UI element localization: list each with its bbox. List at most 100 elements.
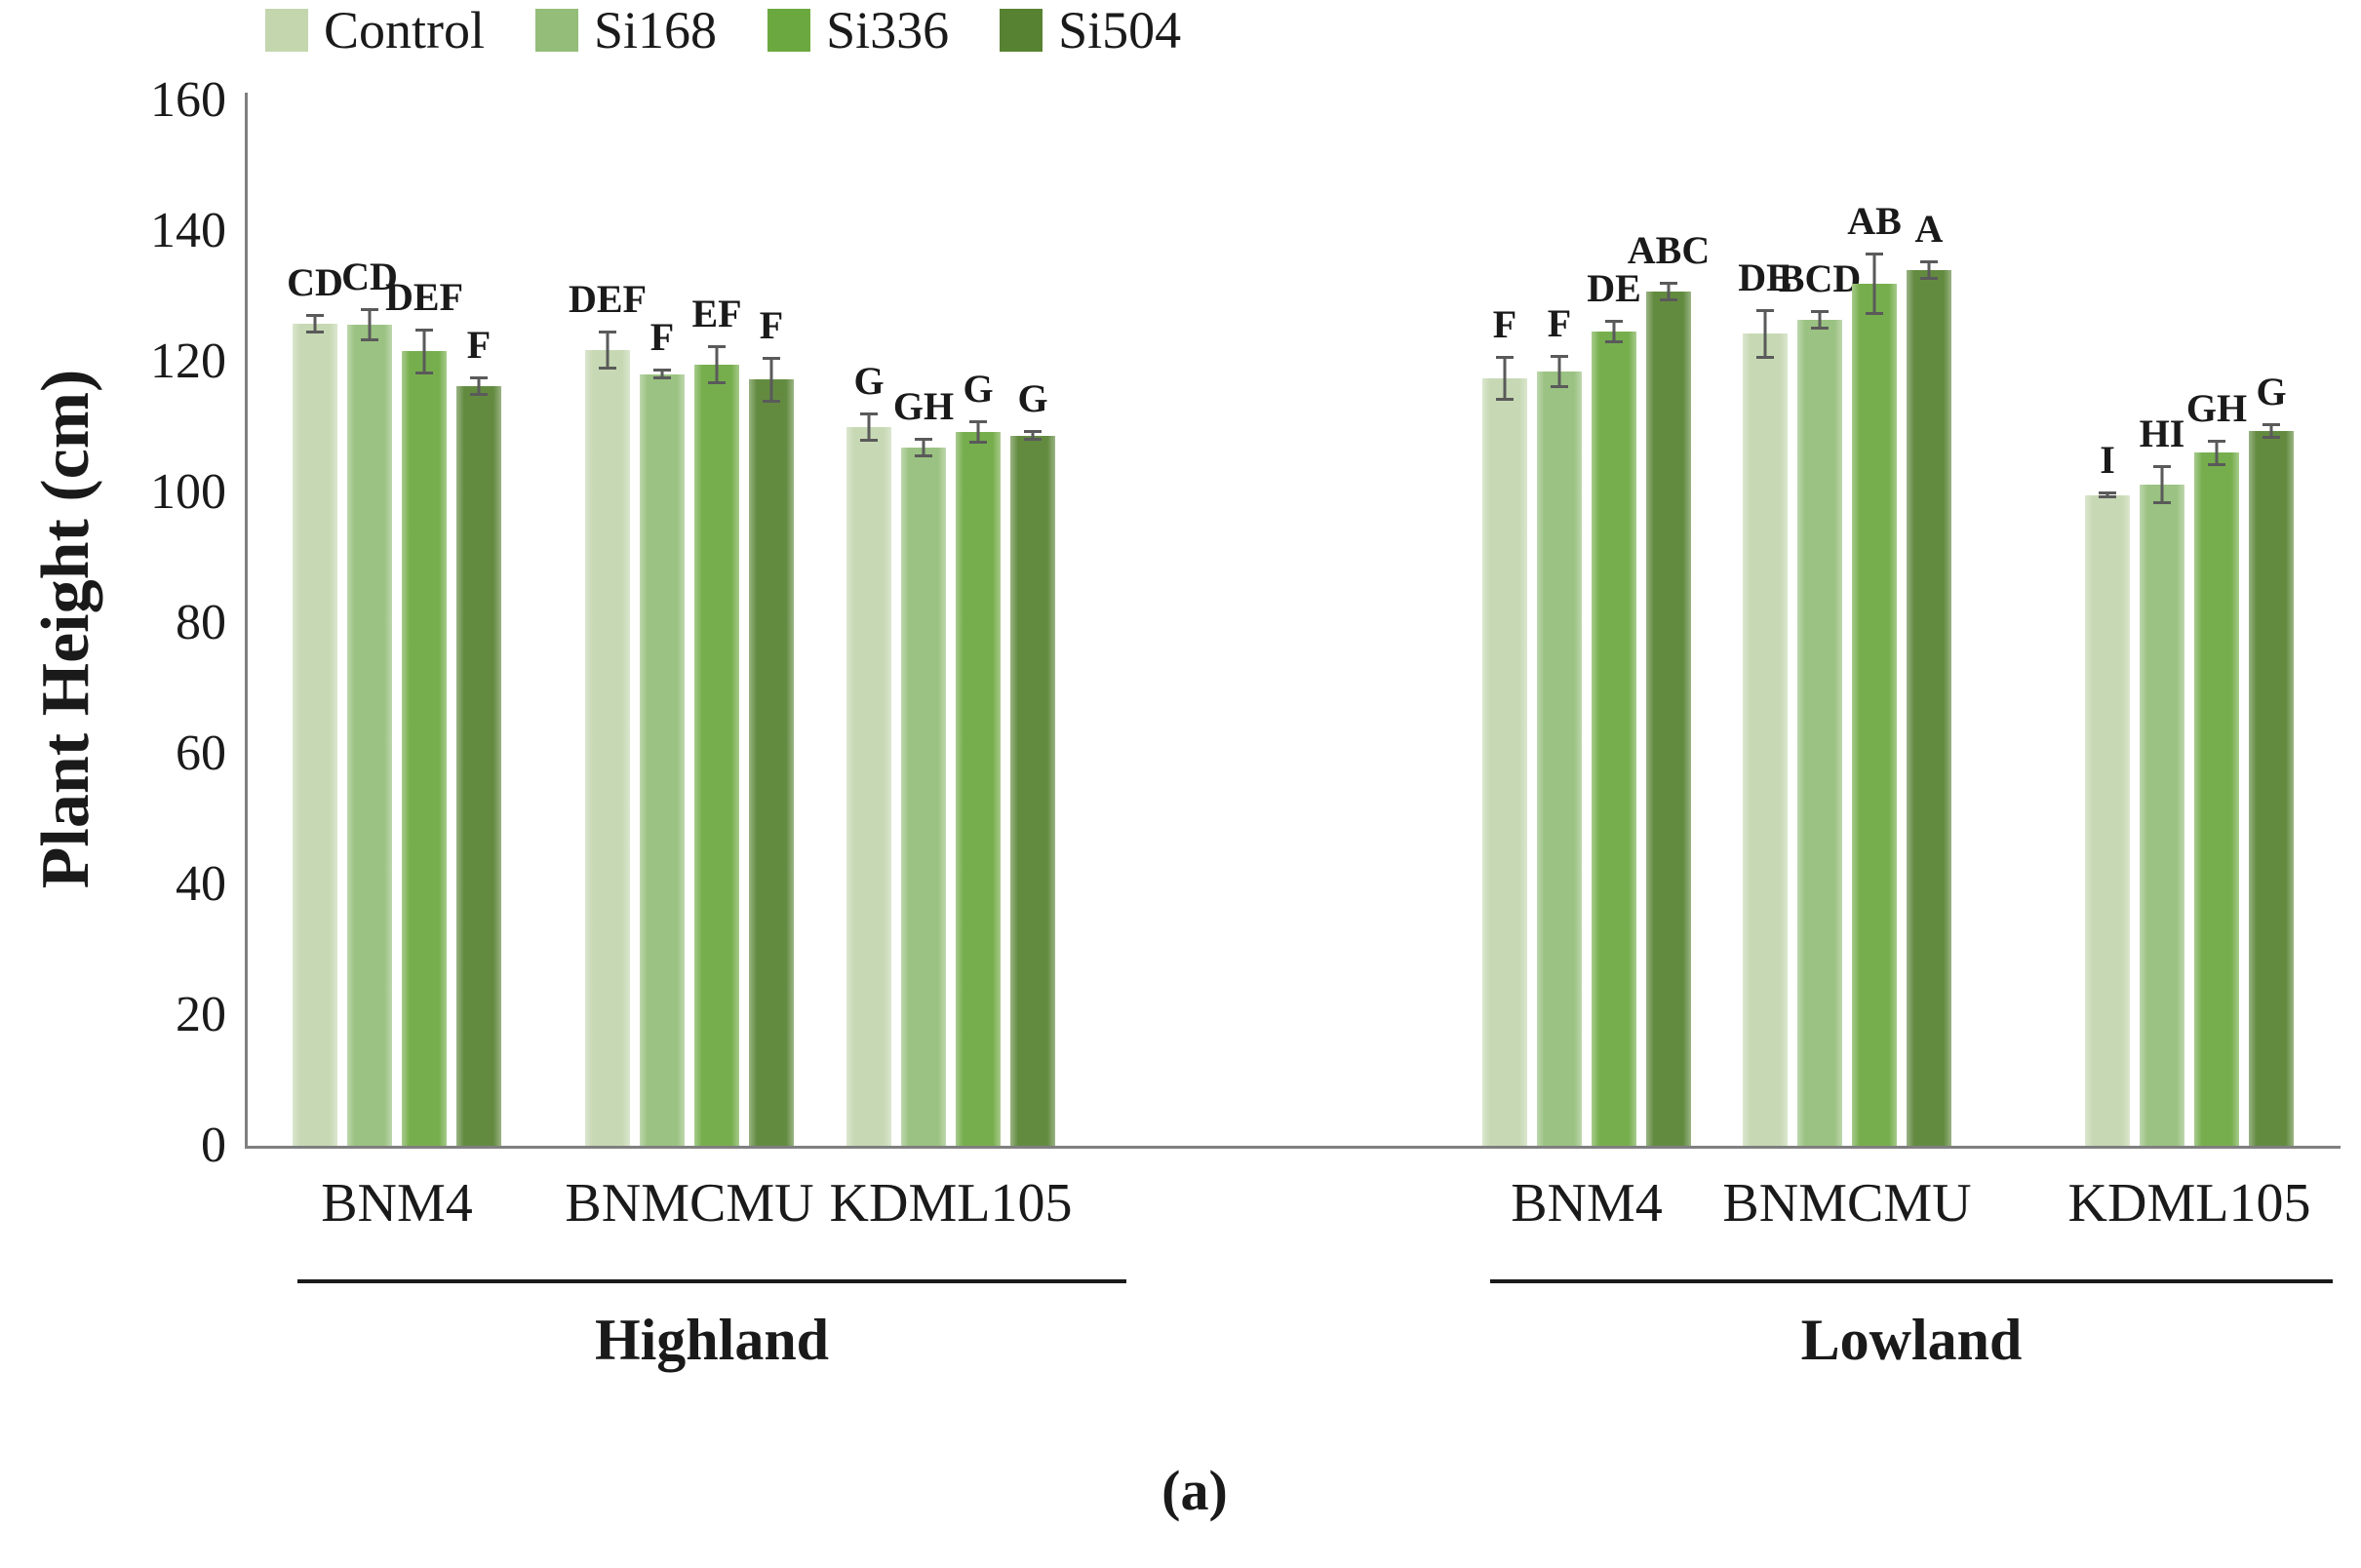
cluster-underline — [1490, 1279, 2333, 1283]
bar — [293, 324, 337, 1146]
bar-shine — [293, 324, 337, 1146]
error-bar-cap-top — [1660, 282, 1677, 286]
significance-letter: BCD — [1778, 256, 1862, 301]
error-bar — [306, 314, 324, 334]
legend-label: Si336 — [826, 1, 950, 59]
error-bar — [599, 330, 616, 371]
error-bar-cap-bot — [599, 367, 616, 371]
bar — [347, 324, 392, 1146]
y-tick-label: 140 — [150, 203, 226, 258]
bar — [749, 379, 794, 1146]
error-bar-cap-bot — [1496, 397, 1514, 401]
bar — [694, 364, 739, 1146]
error-bar-cap-top — [415, 328, 433, 332]
significance-letter: F — [649, 315, 675, 360]
legend-item: Control — [265, 4, 485, 57]
bar-shine — [1743, 333, 1788, 1146]
error-bar-stem — [660, 369, 664, 380]
error-bar-cap-bot — [2099, 495, 2116, 499]
error-bar — [1756, 308, 1774, 359]
error-bar-cap-bot — [969, 440, 987, 444]
bar-shine — [749, 379, 794, 1146]
error-bar-cap-bot — [708, 380, 726, 384]
bar-shine — [1907, 270, 1951, 1146]
error-bar-cap-bot — [1756, 355, 1774, 359]
bar — [1646, 292, 1691, 1146]
bar — [901, 447, 946, 1146]
bar-shine — [1797, 320, 1842, 1146]
error-bar-cap-bot — [653, 376, 671, 380]
bar-shine — [402, 351, 447, 1146]
significance-letter: F — [466, 322, 492, 367]
error-bar-stem — [1872, 253, 1876, 316]
error-bar-cap-bot — [1605, 340, 1623, 344]
figure-caption: (a) — [1161, 1459, 1228, 1522]
y-tick-label: 100 — [150, 464, 226, 520]
significance-letter: DE — [1587, 266, 1641, 311]
error-bar-cap-bot — [1811, 327, 1829, 331]
bar — [1743, 333, 1788, 1146]
error-bar-cap-bot — [1024, 438, 1042, 442]
error-bar-stem — [2160, 464, 2164, 505]
bar-shine — [2194, 452, 2239, 1146]
cluster-label: Highland — [594, 1308, 830, 1372]
error-bar-cap-top — [653, 369, 671, 372]
bar — [2085, 494, 2130, 1146]
error-bar-stem — [867, 412, 871, 442]
error-bar-cap-top — [1024, 430, 1042, 434]
error-bar-cap-bot — [2153, 501, 2171, 505]
legend-item: Si504 — [1000, 4, 1181, 57]
error-bar-cap-top — [2208, 439, 2225, 443]
bar-shine — [456, 385, 501, 1146]
error-bar-stem — [422, 328, 426, 374]
error-bar-stem — [313, 314, 317, 334]
error-bar-stem — [606, 330, 610, 371]
category-label: BNMCMU — [1722, 1173, 1972, 1234]
error-bar-cap-top — [1605, 320, 1623, 324]
bar-shine — [1852, 284, 1897, 1146]
error-bar — [2263, 422, 2280, 440]
error-bar-stem — [2215, 439, 2219, 466]
legend-swatch-icon — [767, 9, 811, 52]
bar — [585, 349, 630, 1146]
error-bar-cap-top — [2153, 464, 2171, 468]
y-axis-line — [245, 93, 248, 1148]
bar-shine — [956, 431, 1001, 1146]
significance-letter: I — [2100, 438, 2115, 483]
legend-label: Control — [324, 1, 486, 59]
error-bar-cap-top — [915, 437, 932, 441]
legend-label: Si504 — [1058, 1, 1182, 59]
legend-label: Si168 — [594, 1, 718, 59]
significance-letter: F — [1547, 301, 1572, 346]
error-bar-cap-top — [763, 356, 780, 360]
error-bar-cap-top — [1920, 260, 1938, 264]
bar-shine — [1537, 372, 1582, 1146]
significance-letter: HI — [2139, 411, 2185, 455]
category-label: BNM4 — [321, 1173, 473, 1234]
error-bar-cap-top — [470, 375, 488, 379]
bar — [456, 385, 501, 1146]
error-bar-cap-top — [1756, 308, 1774, 312]
bar — [1797, 320, 1842, 1146]
significance-letter: CD — [341, 255, 398, 299]
error-bar-stem — [1557, 355, 1561, 388]
bar-shine — [640, 373, 685, 1146]
bar-shine — [1646, 292, 1691, 1146]
error-bar-cap-top — [708, 344, 726, 348]
y-tick-label: 40 — [176, 856, 226, 912]
error-bar-stem — [2269, 422, 2273, 440]
significance-letter: DE — [1738, 255, 1792, 299]
error-bar-cap-top — [969, 419, 987, 423]
bar — [1907, 270, 1951, 1146]
significance-letter: G — [2256, 369, 2287, 413]
error-bar-cap-top — [1551, 355, 1568, 359]
bar — [1010, 435, 1055, 1146]
legend-swatch-icon — [1000, 9, 1043, 52]
x-axis-line — [245, 1146, 2341, 1149]
error-bar-cap-top — [1496, 355, 1514, 359]
legend-swatch-icon — [265, 9, 308, 52]
error-bar — [361, 308, 378, 341]
bar — [2140, 484, 2184, 1146]
error-bar-stem — [976, 419, 980, 444]
error-bar — [1920, 260, 1938, 281]
